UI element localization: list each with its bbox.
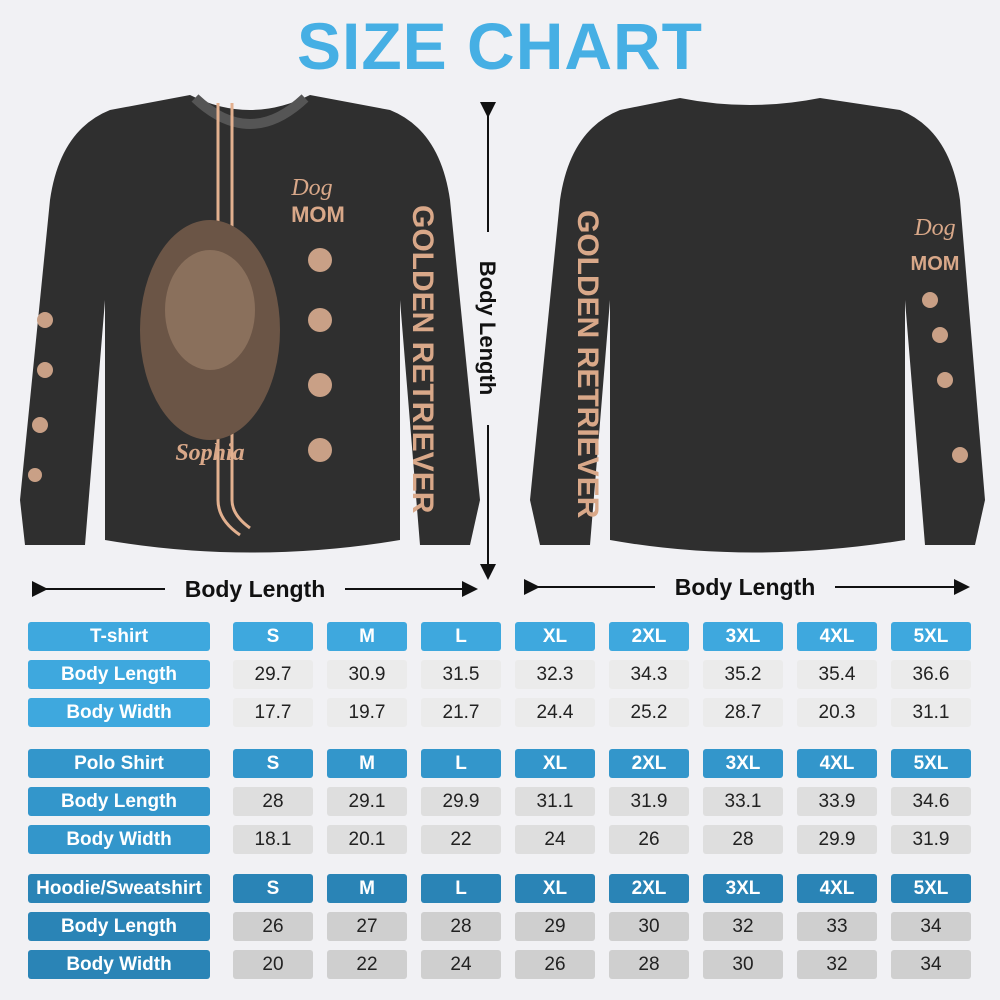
size-header: S: [233, 874, 313, 903]
back-badge: MOM: [911, 253, 960, 275]
measurement: 28: [421, 912, 501, 941]
row-label: Body Width: [28, 698, 210, 727]
measurement: 33.1: [703, 787, 783, 816]
measurement: 28.7: [703, 698, 783, 727]
size-header: 2XL: [609, 749, 689, 778]
row-label: Body Width: [28, 825, 210, 854]
measurement: 29.1: [327, 787, 407, 816]
back-sleeve-text: GOLDEN RETRIEVER: [571, 210, 604, 519]
measurement: 30.9: [327, 660, 407, 689]
garments: Dog MOM Sophia GOLDEN RETRIEVER Dog MOM …: [20, 94, 985, 602]
size-header: 4XL: [797, 749, 877, 778]
front-sleeve-text: GOLDEN RETRIEVER: [406, 205, 439, 514]
size-header: S: [233, 622, 313, 651]
size-header: XL: [515, 874, 595, 903]
size-header: 3XL: [703, 622, 783, 651]
measurement: 33.9: [797, 787, 877, 816]
size-header: 2XL: [609, 622, 689, 651]
size-header: M: [327, 749, 407, 778]
measurement: 24: [515, 825, 595, 854]
row-label: Body Length: [28, 660, 210, 689]
measurement: 29.7: [233, 660, 313, 689]
size-header: L: [421, 749, 501, 778]
front-sweater: [20, 94, 480, 553]
front-width-label: Body Length: [185, 576, 326, 602]
back-sweater: [530, 98, 985, 553]
measurement: 31.1: [515, 787, 595, 816]
measurement: 31.5: [421, 660, 501, 689]
size-header: M: [327, 874, 407, 903]
measurement: 34.6: [891, 787, 971, 816]
measurement: 28: [703, 825, 783, 854]
row-label: Body Width: [28, 950, 210, 979]
row-label: Body Length: [28, 912, 210, 941]
back-script: Dog: [913, 215, 955, 241]
measurement: 34.3: [609, 660, 689, 689]
measurement: 24.4: [515, 698, 595, 727]
measurement: 35.2: [703, 660, 783, 689]
front-script: Dog: [290, 175, 332, 201]
measurement: 32: [797, 950, 877, 979]
size-header: M: [327, 622, 407, 651]
measurement: 32.3: [515, 660, 595, 689]
measurement: 20.3: [797, 698, 877, 727]
measurement: 34: [891, 912, 971, 941]
measurement: 17.7: [233, 698, 313, 727]
size-header: XL: [515, 622, 595, 651]
measurement: 28: [609, 950, 689, 979]
size-header: 4XL: [797, 622, 877, 651]
size-header: 2XL: [609, 874, 689, 903]
measurement: 24: [421, 950, 501, 979]
size-header: XL: [515, 749, 595, 778]
size-header: L: [421, 622, 501, 651]
measurement: 26: [609, 825, 689, 854]
back-width-label: Body Length: [675, 574, 816, 600]
measurement: 22: [421, 825, 501, 854]
measurement: 21.7: [421, 698, 501, 727]
size-header: 3XL: [703, 874, 783, 903]
measurement: 30: [703, 950, 783, 979]
row-label: Polo Shirt: [28, 749, 210, 778]
measurement: 31.9: [609, 787, 689, 816]
measurement: 20.1: [327, 825, 407, 854]
measurement: 36.6: [891, 660, 971, 689]
row-label: Hoodie/Sweatshirt: [28, 874, 210, 903]
measurement: 31.9: [891, 825, 971, 854]
row-label: T-shirt: [28, 622, 210, 651]
size-header: 5XL: [891, 749, 971, 778]
measurement: 33: [797, 912, 877, 941]
measurement: 35.4: [797, 660, 877, 689]
size-header: 3XL: [703, 749, 783, 778]
measurement: 29.9: [797, 825, 877, 854]
measurement: 30: [609, 912, 689, 941]
size-header: S: [233, 749, 313, 778]
measurement: 20: [233, 950, 313, 979]
measurement: 32: [703, 912, 783, 941]
measurement: 18.1: [233, 825, 313, 854]
measurement: 29: [515, 912, 595, 941]
measurement: 28: [233, 787, 313, 816]
size-header: L: [421, 874, 501, 903]
measurement: 19.7: [327, 698, 407, 727]
front-badge: MOM: [291, 202, 345, 227]
measurement: 27: [327, 912, 407, 941]
measurement: 26: [233, 912, 313, 941]
measurement: 25.2: [609, 698, 689, 727]
size-header: 4XL: [797, 874, 877, 903]
measurement: 34: [891, 950, 971, 979]
front-name: Sophia: [175, 440, 244, 466]
measurement: 22: [327, 950, 407, 979]
row-label: Body Length: [28, 787, 210, 816]
title: SIZE CHART: [297, 9, 703, 83]
vertical-label: Body Length: [475, 261, 500, 395]
size-header: 5XL: [891, 622, 971, 651]
measurement: 29.9: [421, 787, 501, 816]
measurement: 26: [515, 950, 595, 979]
measurement: 31.1: [891, 698, 971, 727]
size-header: 5XL: [891, 874, 971, 903]
